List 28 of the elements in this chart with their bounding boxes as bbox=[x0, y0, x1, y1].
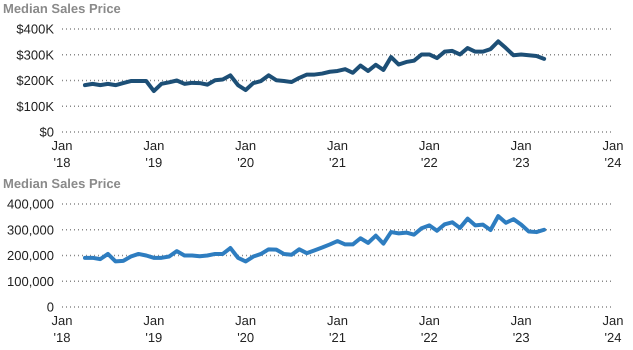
y-tick-label: $0 bbox=[40, 124, 54, 140]
x-tick-label: Jan '22 bbox=[418, 313, 440, 345]
x-tick-label: Jan '20 bbox=[235, 313, 256, 345]
y-tick-label: $400K bbox=[16, 22, 54, 37]
y-tick-label: $300K bbox=[16, 47, 54, 62]
y-tick-label: $200K bbox=[16, 73, 54, 88]
line-series bbox=[82, 39, 546, 94]
chart-title: Median Sales Price bbox=[3, 176, 121, 191]
y-tick-label: $100K bbox=[16, 98, 54, 114]
x-tick-label: Jan '20 bbox=[235, 138, 256, 170]
chart-title: Median Sales Price bbox=[3, 1, 121, 16]
x-tick-label: Jan '19 bbox=[143, 138, 164, 170]
x-tick-label: Jan '21 bbox=[327, 138, 348, 170]
line-series bbox=[82, 214, 546, 264]
y-tick-label: 200,000 bbox=[7, 248, 54, 264]
x-tick-label: Jan '19 bbox=[143, 313, 164, 345]
x-tick-label: Jan '23 bbox=[510, 138, 532, 170]
y-tick-label: 400,000 bbox=[7, 196, 54, 212]
x-tick-label: Jan '21 bbox=[327, 313, 348, 345]
x-tick-label: Jan '22 bbox=[418, 138, 440, 170]
x-tick-label: Jan '24 bbox=[602, 313, 624, 345]
x-tick-label: Jan '18 bbox=[52, 313, 72, 345]
y-tick-label: 100,000 bbox=[7, 274, 54, 289]
x-tick-label: Jan '23 bbox=[510, 313, 532, 345]
x-tick-label: Jan '24 bbox=[602, 138, 624, 170]
y-tick-label: 300,000 bbox=[7, 222, 54, 238]
y-tick-label: 0 bbox=[46, 300, 54, 315]
x-tick-label: Jan '18 bbox=[52, 138, 72, 170]
